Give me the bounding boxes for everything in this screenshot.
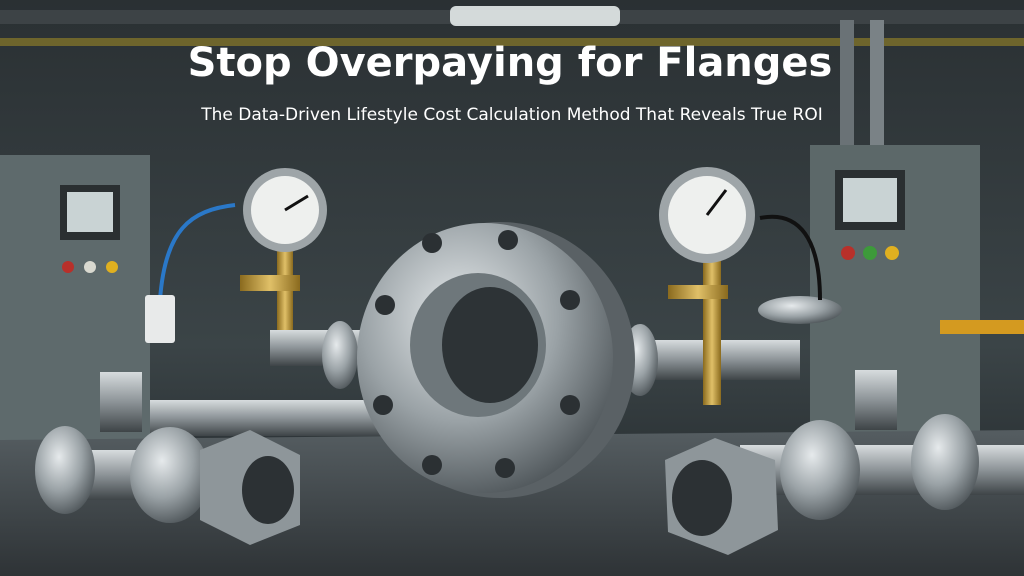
flange [780, 420, 860, 520]
button [84, 261, 96, 273]
gauge-needle [284, 194, 309, 212]
bolt-hole [422, 455, 442, 475]
threaded-stub [100, 372, 142, 432]
bolt-hole [560, 395, 580, 415]
flange [130, 427, 210, 523]
gauge-fitting [668, 285, 728, 299]
subtitle: The Data-Driven Lifestyle Cost Calculati… [200, 105, 822, 125]
button [106, 261, 118, 273]
bolt-hole [498, 230, 518, 250]
bolt-hole [375, 295, 395, 315]
gauge-fitting [240, 275, 300, 291]
bolt-holes [373, 230, 580, 478]
pipe-flange [758, 296, 842, 324]
screen [843, 178, 897, 222]
fitting-left [35, 372, 300, 545]
yellow-pipe [0, 38, 1024, 46]
ceiling-light [450, 6, 620, 26]
flange [911, 414, 979, 510]
gauge-needle [705, 189, 728, 216]
wall-pipe [840, 20, 854, 170]
title: Stop Overpaying for Flanges [188, 40, 833, 86]
cable [759, 214, 822, 301]
pipe-flange [322, 321, 358, 389]
flange-bore [442, 287, 538, 403]
nut-bore [672, 460, 732, 536]
sensor [145, 295, 175, 343]
cable [158, 203, 236, 301]
fitting-right [665, 370, 1024, 555]
button [841, 246, 855, 260]
wall-pipe [870, 20, 884, 170]
gauge-stem [703, 245, 721, 405]
button [62, 261, 74, 273]
button [863, 246, 877, 260]
bolt-hole [373, 395, 393, 415]
yellow-rail [940, 320, 1024, 334]
nut-bore [242, 456, 294, 524]
button [885, 246, 899, 260]
pipe [150, 400, 380, 436]
bolt-hole [560, 290, 580, 310]
threaded-stub [855, 370, 897, 430]
bolt-hole [422, 233, 442, 253]
screen [67, 192, 113, 232]
flange [35, 426, 95, 514]
main-flange [357, 222, 635, 498]
gauge-left [145, 168, 327, 343]
gauge-right [659, 167, 822, 405]
bolt-hole [495, 458, 515, 478]
